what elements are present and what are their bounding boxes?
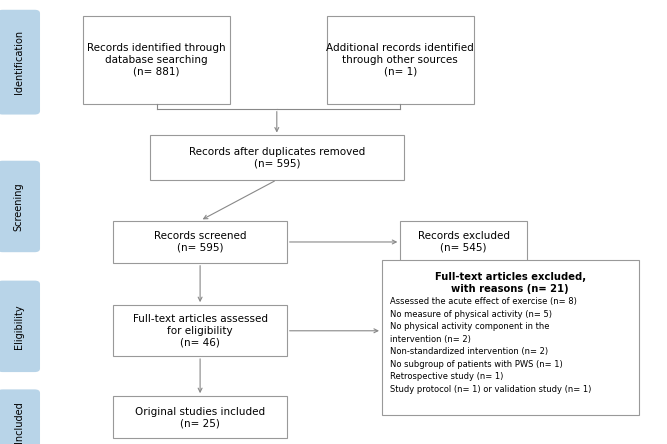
- FancyBboxPatch shape: [0, 389, 40, 444]
- Text: Non-standardized intervention (n= 2): Non-standardized intervention (n= 2): [390, 347, 548, 356]
- Bar: [150, 135, 404, 180]
- Text: Records screened
(n= 595): Records screened (n= 595): [154, 231, 246, 253]
- Text: Included: Included: [14, 401, 23, 443]
- Bar: [113, 221, 287, 263]
- Text: Full-text articles excluded,
with reasons (n= 21): Full-text articles excluded, with reason…: [435, 272, 586, 294]
- Text: Screening: Screening: [14, 182, 23, 231]
- Text: Additional records identified
through other sources
(n= 1): Additional records identified through ot…: [326, 44, 474, 76]
- Text: Study protocol (n= 1) or validation study (n= 1): Study protocol (n= 1) or validation stud…: [390, 385, 591, 393]
- Text: Full-text articles assessed
for eligibility
(n= 46): Full-text articles assessed for eligibil…: [133, 314, 267, 347]
- Text: No measure of physical activity (n= 5): No measure of physical activity (n= 5): [390, 310, 552, 319]
- Bar: [327, 16, 474, 104]
- Text: Records after duplicates removed
(n= 595): Records after duplicates removed (n= 595…: [189, 147, 365, 168]
- FancyBboxPatch shape: [0, 281, 40, 372]
- Text: Records identified through
database searching
(n= 881): Records identified through database sear…: [87, 44, 226, 76]
- Text: Identification: Identification: [14, 30, 23, 94]
- Text: Assessed the acute effect of exercise (n= 8): Assessed the acute effect of exercise (n…: [390, 297, 577, 306]
- Bar: [83, 16, 230, 104]
- FancyBboxPatch shape: [0, 10, 40, 115]
- Bar: [382, 260, 639, 415]
- Text: No physical activity component in the: No physical activity component in the: [390, 322, 550, 331]
- Bar: [113, 305, 287, 356]
- Text: Records excluded
(n= 545): Records excluded (n= 545): [418, 231, 510, 253]
- Text: Retrospective study (n= 1): Retrospective study (n= 1): [390, 372, 503, 381]
- Bar: [113, 396, 287, 439]
- Text: Eligibility: Eligibility: [14, 304, 23, 349]
- FancyBboxPatch shape: [0, 161, 40, 252]
- Text: Original studies included
(n= 25): Original studies included (n= 25): [135, 407, 265, 428]
- Text: intervention (n= 2): intervention (n= 2): [390, 335, 471, 344]
- Text: No subgroup of patients with PWS (n= 1): No subgroup of patients with PWS (n= 1): [390, 360, 562, 369]
- Bar: [400, 221, 527, 263]
